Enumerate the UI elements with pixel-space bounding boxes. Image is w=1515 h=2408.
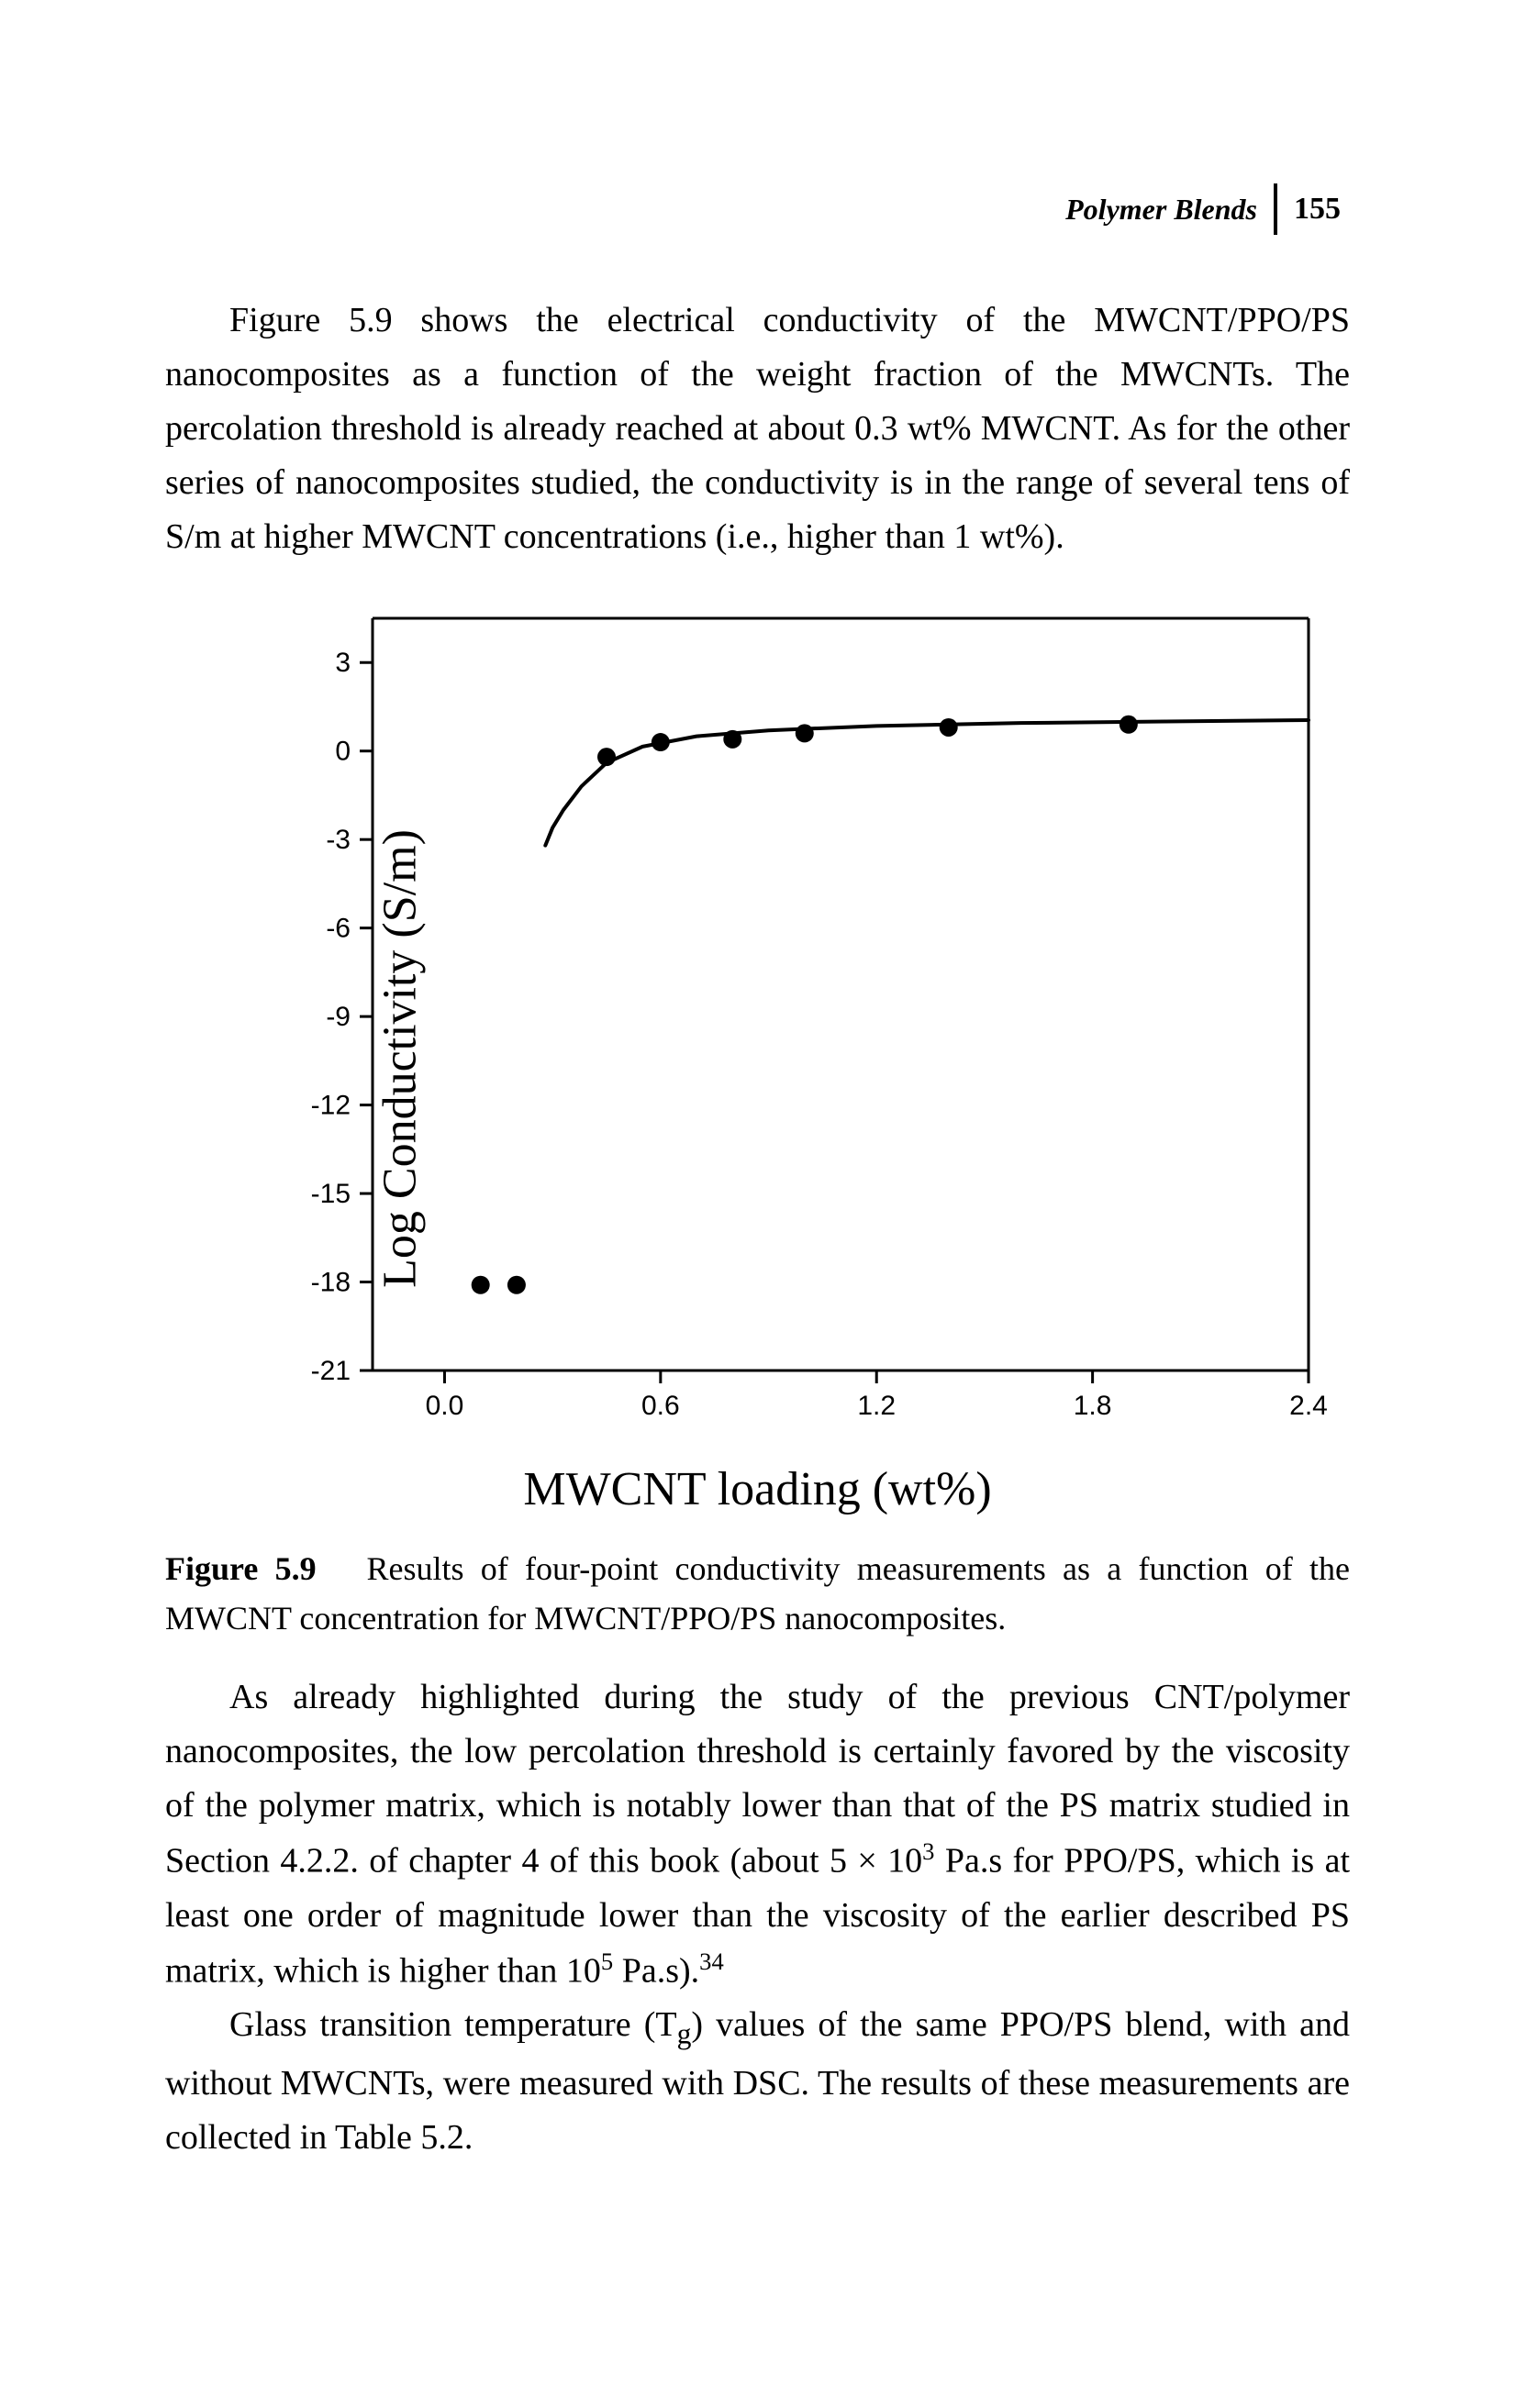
running-header: Polymer Blends 155 bbox=[1065, 183, 1341, 235]
header-rule bbox=[1274, 183, 1277, 235]
chart-container: Log Conductivity (S/m) -21-18-15-12-9-6-… bbox=[180, 600, 1336, 1516]
p3-sub: g bbox=[677, 2018, 692, 2050]
p2-sup1: 3 bbox=[922, 1837, 934, 1865]
running-title: Polymer Blends bbox=[1065, 193, 1274, 227]
page-number: 155 bbox=[1294, 192, 1341, 227]
svg-text:2.4: 2.4 bbox=[1289, 1391, 1328, 1421]
svg-text:1.2: 1.2 bbox=[857, 1391, 896, 1421]
svg-text:-15: -15 bbox=[310, 1180, 350, 1210]
figure-5-9: Log Conductivity (S/m) -21-18-15-12-9-6-… bbox=[165, 600, 1350, 1643]
svg-text:-18: -18 bbox=[310, 1268, 350, 1298]
figure-caption-text: Results of four-point conductivity measu… bbox=[165, 1550, 1350, 1637]
paragraph-3: Glass transition temperature (Tg) values… bbox=[165, 1998, 1350, 2164]
svg-text:-12: -12 bbox=[310, 1091, 350, 1121]
p2-sup2: 5 bbox=[601, 1947, 613, 1975]
figure-caption: Figure 5.9 Results of four-point conduct… bbox=[165, 1544, 1350, 1643]
page: Polymer Blends 155 Figure 5.9 shows the … bbox=[0, 0, 1515, 2408]
svg-text:3: 3 bbox=[335, 649, 351, 679]
conductivity-chart: -21 -18 -15 -12 -9 -6 -3 0 3 0.0 0.6 1.2 1.8 2.4 bbox=[180, 600, 1336, 1453]
svg-text:-3: -3 bbox=[326, 826, 351, 856]
p2-c: Pa.s). bbox=[613, 1951, 699, 1990]
svg-text:0: 0 bbox=[335, 737, 351, 767]
svg-text:-21: -21 bbox=[310, 1356, 350, 1386]
svg-text:0.6: 0.6 bbox=[641, 1391, 679, 1421]
figure-label: Figure 5.9 bbox=[165, 1550, 317, 1587]
y-axis-label: Log Conductivity (S/m) bbox=[373, 829, 427, 1288]
body: Figure 5.9 shows the electrical conducti… bbox=[165, 294, 1350, 2165]
paragraph-2: As already highlighted during the study … bbox=[165, 1670, 1350, 1998]
svg-text:-6: -6 bbox=[326, 914, 351, 944]
p3-a: Glass transition temperature (T bbox=[229, 2005, 677, 2044]
paragraph-1: Figure 5.9 shows the electrical conducti… bbox=[165, 294, 1350, 563]
p2-sup3: 34 bbox=[699, 1947, 724, 1975]
svg-text:-9: -9 bbox=[326, 1003, 351, 1033]
x-axis-label: MWCNT loading (wt%) bbox=[180, 1462, 1336, 1516]
svg-text:1.8: 1.8 bbox=[1073, 1391, 1111, 1421]
svg-text:0.0: 0.0 bbox=[425, 1391, 463, 1421]
